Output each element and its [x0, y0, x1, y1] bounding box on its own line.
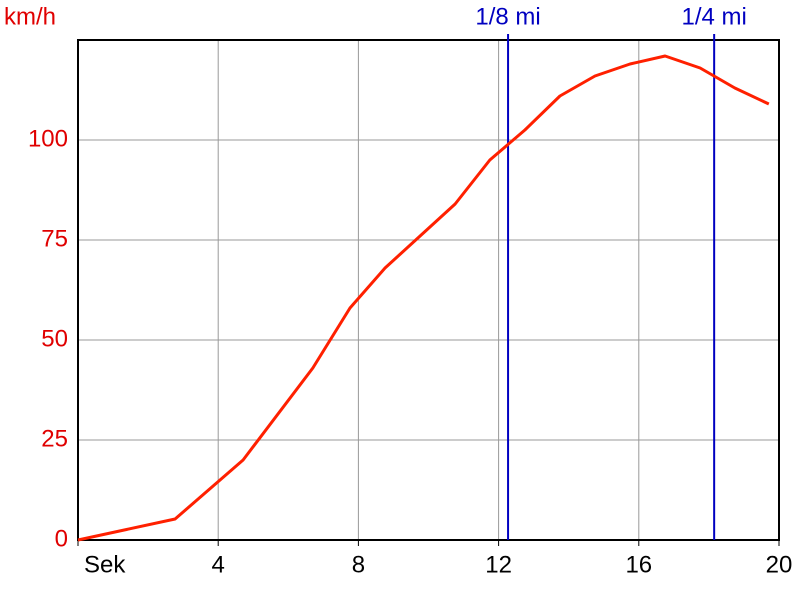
- x-tick-label: 20: [766, 551, 793, 578]
- marker-label: 1/4 mi: [681, 3, 746, 30]
- y-tick-label: 100: [28, 125, 68, 152]
- x-tick-label: 12: [485, 551, 512, 578]
- y-axis-label: km/h: [4, 3, 56, 30]
- y-tick-label: 50: [41, 325, 68, 352]
- x-tick-label: 8: [352, 551, 365, 578]
- y-tick-label: 75: [41, 225, 68, 252]
- data-line: [77, 54, 770, 542]
- marker-label: 1/8 mi: [475, 3, 540, 30]
- y-tick-label: 25: [41, 425, 68, 452]
- x-tick-label: 16: [625, 551, 652, 578]
- plot-frame: [77, 39, 780, 541]
- y-tick-label: 0: [55, 525, 68, 552]
- x-tick-label: 4: [212, 551, 225, 578]
- x-tick-label: Sek: [84, 551, 126, 578]
